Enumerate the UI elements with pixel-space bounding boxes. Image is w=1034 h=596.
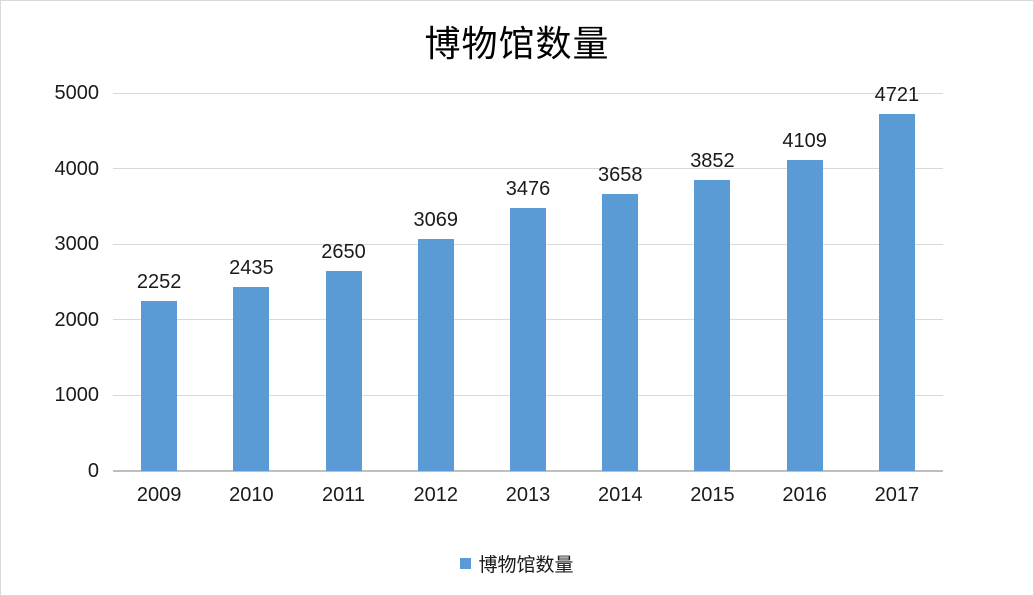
legend: 博物馆数量 xyxy=(1,550,1033,577)
y-tick-label: 0 xyxy=(87,460,99,482)
x-tick-label-2013: 2013 xyxy=(505,484,551,506)
x-tick-label-2012: 2012 xyxy=(413,484,459,506)
gridline xyxy=(113,168,943,170)
y-tick-label: 3000 xyxy=(54,233,100,256)
data-label-2014: 3658 xyxy=(597,164,643,187)
x-tick-label-2014: 2014 xyxy=(597,484,643,506)
data-label-2010: 2435 xyxy=(229,256,274,279)
bar-2011 xyxy=(325,270,362,471)
gridline xyxy=(113,92,943,94)
bar-2012 xyxy=(417,238,454,471)
y-tick-label: 1000 xyxy=(54,384,100,407)
data-label-2012: 3069 xyxy=(413,208,459,231)
x-tick-label-2016: 2016 xyxy=(782,484,827,506)
x-tick-label-2015: 2015 xyxy=(690,484,735,506)
bar-2015 xyxy=(694,179,731,471)
x-tick-label-2009: 2009 xyxy=(136,484,182,506)
data-label-2013: 3476 xyxy=(505,178,551,201)
data-label-2015: 3852 xyxy=(690,149,735,172)
x-tick-label-2017: 2017 xyxy=(874,484,920,506)
plot-area: 2252 2435 2650 3069 3476 3658 3852 4109 4721 xyxy=(113,84,943,472)
chart-title: 博物馆数量 xyxy=(424,24,610,65)
x-tick-label-2010: 2010 xyxy=(229,484,274,506)
data-label-2017: 4721 xyxy=(874,84,920,107)
bar-2014 xyxy=(602,194,639,471)
y-tick-label: 4000 xyxy=(54,157,100,180)
bar-2009 xyxy=(141,300,178,471)
legend-swatch-icon xyxy=(460,558,472,569)
y-tick-label: 5000 xyxy=(54,82,100,104)
data-label-2011: 2650 xyxy=(321,240,366,263)
bar-2016 xyxy=(786,160,823,471)
bar-2013 xyxy=(510,208,546,471)
legend-label: 博物馆数量 xyxy=(478,554,574,576)
x-tick-label-2011: 2011 xyxy=(322,484,366,506)
data-label-2009: 2252 xyxy=(136,270,182,293)
bar-2010 xyxy=(233,286,270,471)
data-label-2016: 4109 xyxy=(782,130,827,153)
y-tick-label: 2000 xyxy=(54,308,100,331)
x-axis-line xyxy=(113,470,943,472)
bar-2017 xyxy=(878,114,915,471)
